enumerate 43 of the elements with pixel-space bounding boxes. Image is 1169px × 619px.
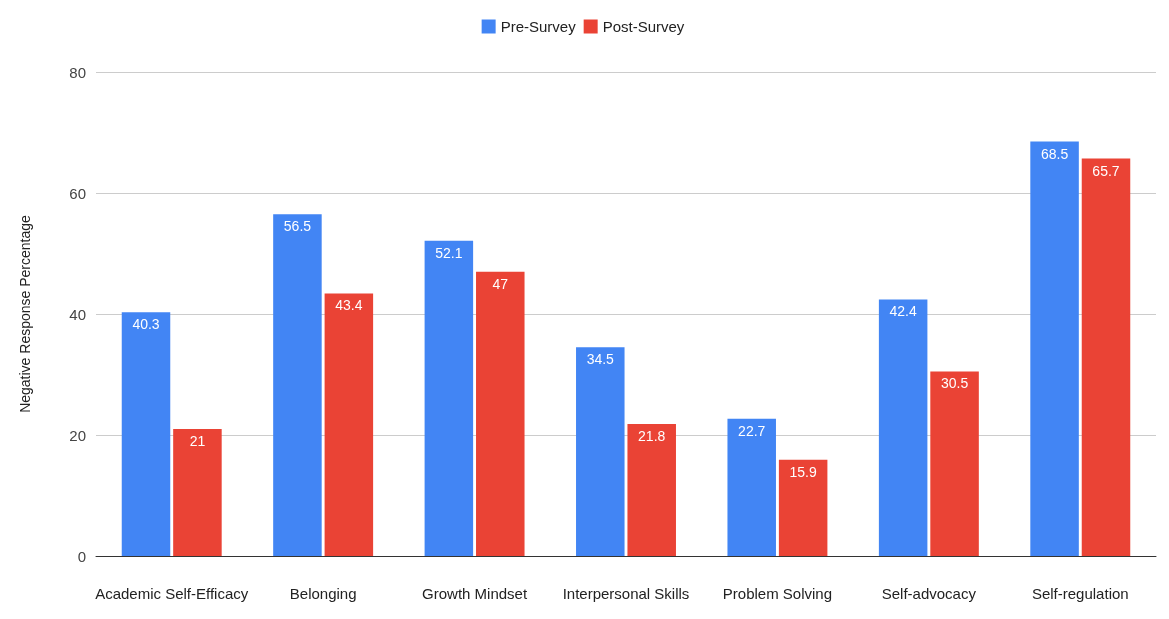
bar — [1030, 141, 1079, 556]
data-label: 21 — [189, 432, 206, 449]
bar — [1081, 158, 1131, 556]
x-tick-label: Interpersonal Skills — [562, 585, 690, 602]
bar — [173, 428, 222, 556]
x-tick-label: Belonging — [289, 585, 357, 602]
bar — [878, 299, 928, 556]
y-tick-label: 0 — [77, 547, 86, 565]
y-tick-label: 60 — [69, 184, 86, 202]
data-label: 47 — [492, 275, 509, 292]
bar — [627, 424, 676, 556]
y-tick-label: 20 — [69, 426, 86, 444]
legend-label: Post-Survey — [602, 18, 685, 35]
x-tick-label: Academic Self-Efficacy — [95, 585, 249, 602]
data-label: 21.8 — [638, 428, 666, 445]
data-label: 43.4 — [335, 297, 363, 314]
data-label: 65.7 — [1092, 162, 1120, 179]
x-tick-label: Self-regulation — [1031, 585, 1129, 602]
y-tick-label: 40 — [69, 305, 86, 323]
bar — [273, 214, 322, 556]
x-tick-label: Growth Mindset — [422, 585, 528, 602]
bar — [121, 312, 171, 556]
data-label: 42.4 — [889, 303, 917, 320]
data-label: 30.5 — [940, 375, 969, 392]
data-label: 22.7 — [738, 422, 766, 439]
data-label: 15.9 — [789, 463, 817, 480]
data-label: 68.5 — [1040, 145, 1069, 162]
bar — [424, 240, 474, 556]
bar — [930, 371, 979, 556]
y-axis-title: Negative Response Percentage — [17, 214, 33, 413]
bar — [727, 418, 776, 556]
data-label: 34.5 — [586, 351, 615, 368]
data-label: 56.5 — [283, 218, 312, 235]
data-label: 52.1 — [435, 244, 463, 261]
x-tick-label: Problem Solving — [722, 585, 833, 602]
x-tick-label: Self-advocacy — [881, 585, 977, 602]
data-label: 40.3 — [132, 316, 160, 333]
bar — [324, 293, 374, 556]
bar — [476, 271, 525, 556]
bar — [576, 347, 625, 556]
legend-label: Pre-Survey — [500, 18, 577, 35]
bar — [778, 459, 828, 556]
y-tick-label: 80 — [69, 63, 86, 81]
